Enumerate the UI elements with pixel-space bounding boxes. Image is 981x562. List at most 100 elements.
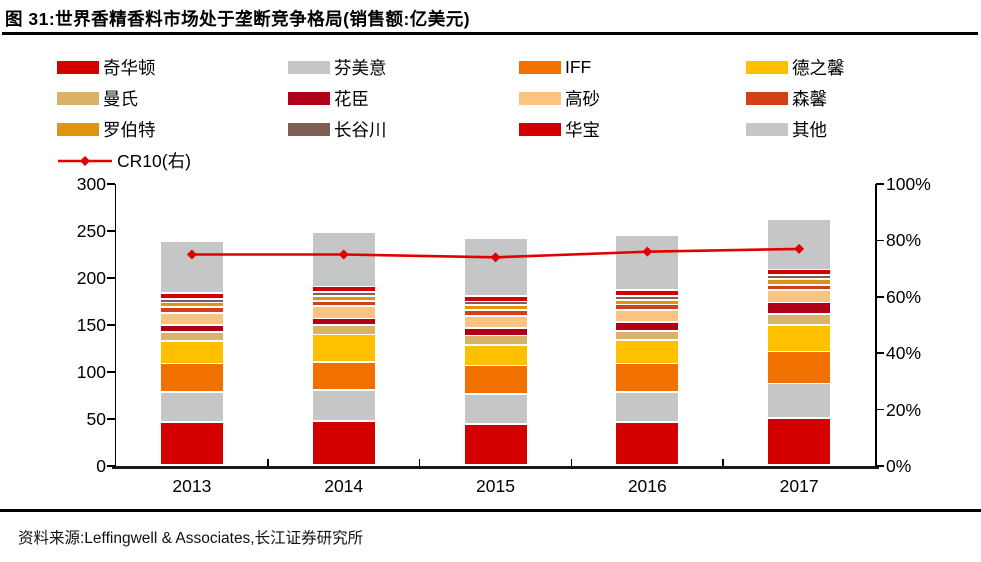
bar-segment-IFF (616, 364, 679, 391)
bar-segment-奇华顿 (312, 421, 375, 465)
y-axis-left-tick (107, 371, 115, 373)
y-axis-right-label: 100% (886, 174, 931, 194)
y-axis-right-tick (876, 183, 884, 185)
bar-segment-高砂 (160, 313, 223, 325)
bar-segment-森馨 (160, 308, 223, 313)
legend-swatch-icon (288, 92, 330, 105)
legend-item-8: 罗伯特 (57, 117, 288, 142)
legend-swatch-icon (746, 123, 788, 136)
bar-segment-长谷川 (160, 299, 223, 302)
x-axis-tick (570, 459, 573, 466)
legend-swatch-icon (288, 123, 330, 136)
y-axis-left-label: 300 (76, 174, 106, 194)
y-axis-left-tick (107, 183, 115, 185)
y-axis-left (114, 184, 116, 466)
y-axis-left-tick (107, 230, 115, 232)
legend-item-6: 高砂 (519, 86, 746, 111)
bar-segment-其他 (616, 235, 679, 290)
bar-segment-罗伯特 (312, 296, 375, 300)
legend-label: 奇华顿 (103, 58, 156, 78)
chart-area: 0 50 100 150 200 250 300 0% 20% 40% 60% 80% 100% 2013… (76, 174, 931, 496)
y-axis-right-tick (876, 408, 884, 411)
footer-separator (0, 509, 981, 512)
bar-segment-德之馨 (160, 341, 223, 363)
bar-segment-华宝 (160, 293, 223, 298)
bar-segment-长谷川 (464, 302, 527, 305)
bar-segment-其他 (160, 242, 223, 293)
legend-swatch-icon (519, 92, 561, 105)
bar-segment-曼氏 (616, 331, 679, 340)
bar-segment-曼氏 (312, 325, 375, 334)
bar-segment-奇华顿 (616, 422, 679, 465)
legend-swatch-icon (519, 61, 561, 74)
bar-segment-芬美意 (768, 384, 831, 418)
legend-label: 花臣 (334, 89, 369, 109)
legend-swatch-icon (746, 61, 788, 74)
y-axis-right (875, 184, 877, 466)
legend-label: 德之馨 (792, 58, 845, 78)
y-axis-left-label: 200 (76, 268, 106, 288)
bar-segment-花臣 (312, 319, 375, 325)
bar-segment-IFF (160, 364, 223, 391)
y-axis-left-label: 150 (76, 315, 106, 335)
bar-segment-罗伯特 (160, 303, 223, 307)
bar-segment-德之馨 (312, 335, 375, 361)
bar-segment-德之馨 (464, 345, 527, 365)
bar-segment-华宝 (768, 270, 831, 275)
bar-segment-其他 (464, 239, 527, 296)
y-axis-right-tick (876, 296, 884, 298)
legend-label-cr10: CR10(右) (117, 151, 191, 171)
legend-swatch-icon (746, 92, 788, 105)
bar-segment-IFF (464, 366, 527, 393)
bar-segment-芬美意 (616, 392, 679, 422)
legend-swatch-icon (57, 61, 99, 74)
x-axis-tick (722, 459, 724, 466)
legend-label: 罗伯特 (103, 120, 156, 140)
y-axis-right-label: 20% (886, 399, 922, 420)
legend-swatch-icon (288, 61, 330, 74)
bar-segment-森馨 (312, 301, 375, 306)
bar-segment-其他 (312, 232, 375, 286)
y-axis-right-tick (876, 352, 884, 354)
bar-segment-华宝 (312, 287, 375, 292)
legend-item-4: 曼氏 (57, 86, 288, 111)
legend-item-cr10: CR10(右) (57, 148, 191, 173)
bar-segment-高砂 (768, 291, 831, 302)
bar-segment-长谷川 (312, 293, 375, 296)
legend-label: 森馨 (792, 89, 827, 109)
legend-item-11: 其他 (746, 117, 937, 142)
chart-title: 图 31:世界香精香料市场处于垄断竞争格局(销售额:亿美元) (5, 9, 471, 29)
legend-label: IFF (565, 57, 592, 77)
legend-item-1: 芬美意 (288, 55, 519, 80)
x-axis-label: 2013 (172, 476, 212, 496)
legend-label: 高砂 (565, 89, 600, 109)
bar-segment-高砂 (616, 310, 679, 322)
y-axis-right-tick (876, 465, 884, 467)
y-axis-left-tick (107, 277, 115, 279)
bar-segment-华宝 (464, 296, 527, 301)
y-axis-left-tick (107, 324, 115, 326)
legend-swatch-icon (57, 123, 99, 136)
y-axis-right-label: 60% (886, 286, 922, 307)
bar-segment-曼氏 (768, 314, 831, 325)
bar-segment-花臣 (768, 303, 831, 313)
x-axis-label: 2015 (476, 476, 515, 496)
y-axis-left-label: 100 (76, 362, 106, 382)
bar-segment-芬美意 (312, 390, 375, 421)
y-axis-right-label: 0% (886, 456, 912, 476)
legend-swatch-icon (57, 92, 99, 105)
bar-segment-罗伯特 (616, 300, 679, 304)
cr10-line-swatch-icon (58, 155, 112, 166)
bar-segment-高砂 (312, 307, 375, 318)
bar-segment-IFF (312, 362, 375, 390)
x-axis-label: 2017 (779, 476, 819, 496)
bar-segment-其他 (768, 219, 831, 269)
bar-segment-德之馨 (768, 325, 831, 351)
x-axis-label: 2016 (627, 476, 667, 496)
bar-segment-华宝 (616, 291, 679, 296)
legend-item-5: 花臣 (288, 86, 519, 111)
bar-segment-奇华顿 (464, 424, 527, 465)
legend-item-7: 森馨 (746, 86, 937, 111)
bar-segment-罗伯特 (464, 306, 527, 310)
x-axis-tick (418, 459, 421, 466)
